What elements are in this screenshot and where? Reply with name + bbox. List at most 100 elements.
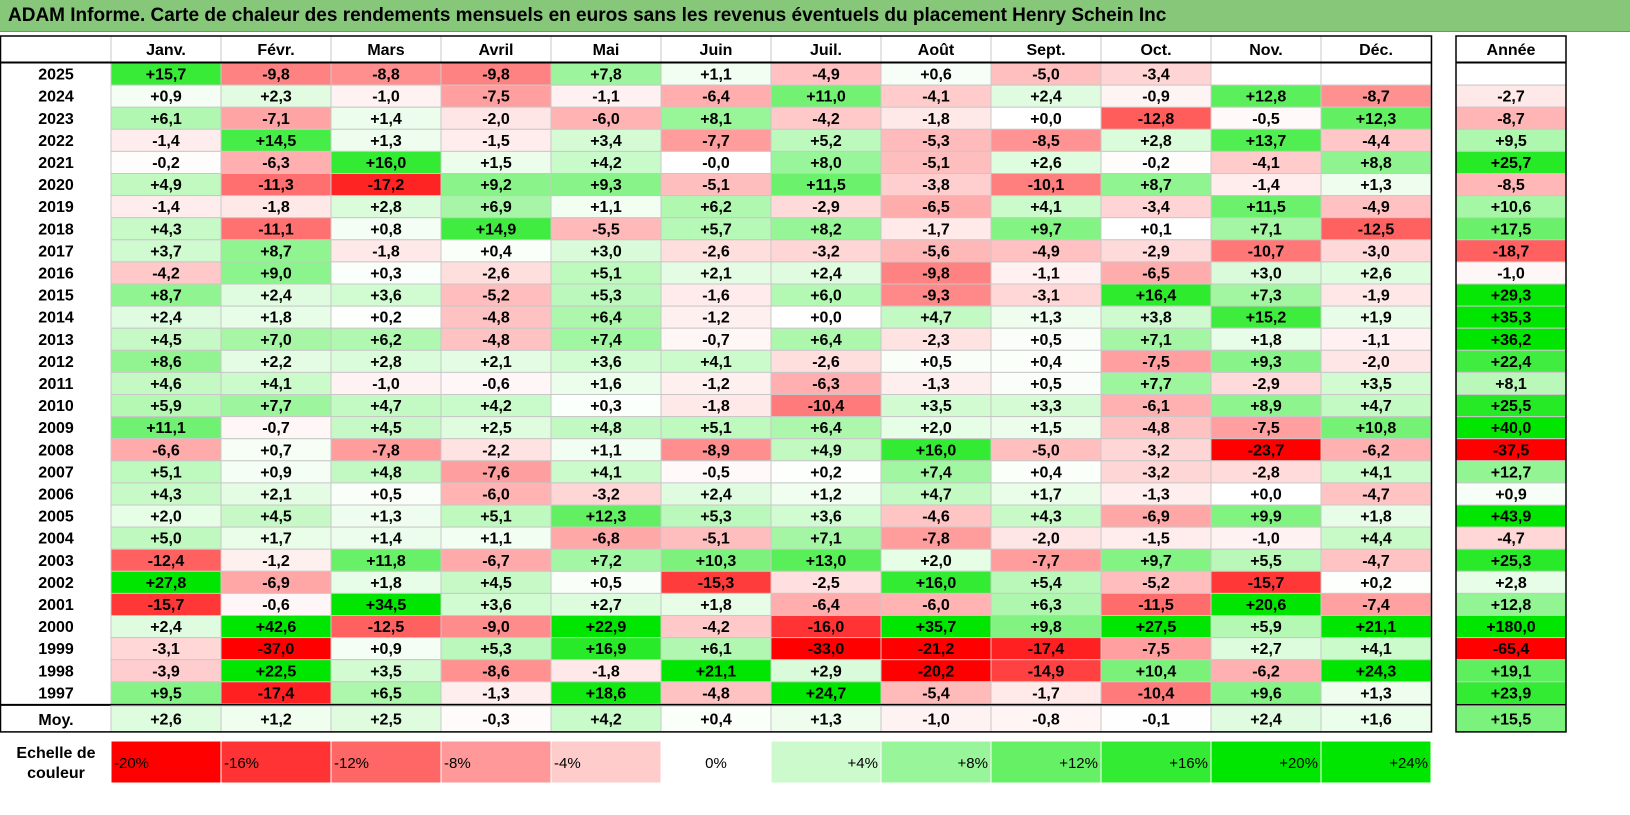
heatmap-cell-label: -6,8 — [592, 531, 620, 548]
heatmap-cell-label: -1,2 — [262, 553, 290, 570]
heatmap-cell-label: +2,1 — [480, 354, 512, 371]
heatmap-cell-label: +0,9 — [150, 89, 182, 106]
annual-cell-label: +25,5 — [1491, 398, 1532, 415]
heatmap-cell-label: -5,6 — [922, 243, 950, 260]
heatmap-cell-label: -17,4 — [1028, 641, 1065, 658]
heatmap-cell-label: +15,7 — [146, 67, 187, 84]
row-year-label: 2019 — [38, 199, 74, 216]
heatmap-cell-label: +5,1 — [700, 420, 732, 437]
heatmap-cell-label: -7,5 — [482, 89, 510, 106]
average-cell — [1100, 705, 1212, 733]
annual-cell-label: +2,8 — [1495, 575, 1527, 592]
average-cell — [1210, 705, 1322, 733]
heatmap-cell-label: -12,5 — [1358, 221, 1395, 238]
heatmap-cell-label: -0,5 — [702, 464, 730, 481]
heatmap-cell-label: -3,2 — [592, 486, 620, 503]
heatmap-cell-label: -10,1 — [1028, 177, 1065, 194]
heatmap-cell-label: +24,3 — [1356, 663, 1397, 680]
heatmap-cell-label: +3,8 — [1140, 310, 1172, 327]
heatmap-cell-label: +16,0 — [366, 155, 407, 172]
heatmap-cell-label: -6,3 — [262, 155, 290, 172]
heatmap-cell-label: -14,9 — [1028, 663, 1065, 680]
heatmap-cell-label: -7,5 — [1252, 420, 1280, 437]
heatmap-cell-label: -12,8 — [1138, 111, 1175, 128]
heatmap-cell-label: +2,5 — [480, 420, 512, 437]
heatmap-cell-label: -6,9 — [1142, 509, 1170, 526]
heatmap-cell-label: +11,0 — [806, 89, 846, 106]
heatmap-cell-label: +16,4 — [1136, 288, 1177, 305]
heatmap-cell-label: -1,8 — [262, 199, 290, 216]
annual-cell-label: +40,0 — [1491, 420, 1532, 437]
heatmap-cell-label: +5,2 — [810, 133, 842, 150]
heatmap-cell-label: -6,1 — [1142, 398, 1170, 415]
heatmap-cell-label: -4,2 — [152, 265, 180, 282]
heatmap-cell-label: -12,5 — [368, 619, 405, 636]
heatmap-cell-label: +9,8 — [1030, 619, 1062, 636]
heatmap-cell-label: -5,1 — [702, 177, 730, 194]
heatmap-cell-label: -1,2 — [702, 310, 730, 327]
heatmap-cell-label: +7,3 — [1250, 288, 1282, 305]
heatmap-cell-label: -2,2 — [482, 442, 510, 459]
row-year-label: 2012 — [38, 354, 74, 371]
heatmap-cell-label: -1,4 — [152, 199, 180, 216]
heatmap-cell-label: -1,0 — [1252, 531, 1280, 548]
heatmap-cell-label: -1,4 — [1252, 177, 1280, 194]
heatmap-cell-label: +2,6 — [1360, 265, 1392, 282]
heatmap-cell-label: -9,8 — [262, 67, 290, 84]
heatmap-cell-label: +15,2 — [1246, 310, 1287, 327]
heatmap-cell-label: +6,1 — [700, 641, 732, 658]
heatmap-cell-label: -9,0 — [482, 619, 510, 636]
heatmap-cell-label: -7,7 — [1032, 553, 1060, 570]
row-year-label: 2018 — [38, 221, 74, 238]
heatmap-cell-label: -0,9 — [1142, 89, 1170, 106]
heatmap-cell-label: +5,3 — [590, 288, 622, 305]
column-header: Juin — [700, 42, 733, 59]
annual-cell-label: +23,9 — [1491, 685, 1532, 702]
row-year-label: 2002 — [38, 575, 74, 592]
heatmap-cell-label: +2,9 — [810, 663, 842, 680]
heatmap-cell-label: -2,0 — [1032, 531, 1060, 548]
row-year-label: 2003 — [38, 553, 74, 570]
heatmap-cell-label: +1,8 — [370, 575, 402, 592]
annual-cell-label: -37,5 — [1493, 442, 1530, 459]
heatmap-cell-label: +8,0 — [810, 155, 842, 172]
heatmap-cell-label: +1,1 — [590, 442, 622, 459]
heatmap-cell-label: +16,0 — [916, 575, 957, 592]
heatmap-cell-label: -1,8 — [702, 398, 730, 415]
heatmap-cell-label: +12,3 — [586, 509, 627, 526]
scale-swatch — [330, 740, 442, 784]
heatmap-cell-label: -9,8 — [922, 265, 950, 282]
heatmap-cell-label: +4,8 — [370, 464, 402, 481]
heatmap-cell-label: +10,4 — [1136, 663, 1177, 680]
heatmap-cell-label: +1,3 — [370, 133, 402, 150]
annual-cell-label: +12,7 — [1491, 464, 1532, 481]
heatmap-cell-label: +4,3 — [1030, 509, 1062, 526]
average-cell-label: -0,8 — [1032, 711, 1060, 728]
heatmap-cell-label: +21,1 — [1356, 619, 1397, 636]
heatmap-cell-label: +2,7 — [1250, 641, 1282, 658]
scale-swatch — [880, 740, 992, 784]
heatmap-cell-label: -6,4 — [812, 597, 840, 614]
average-cell — [440, 705, 552, 733]
heatmap-cell-label: +5,1 — [480, 509, 512, 526]
heatmap-cell-label: -5,3 — [922, 133, 950, 150]
heatmap-cell-label: -4,8 — [482, 310, 510, 327]
row-year-label: 2015 — [38, 288, 74, 305]
heatmap-cell-label: +0,9 — [370, 641, 402, 658]
heatmap-cell-label: +3,6 — [590, 354, 622, 371]
row-year-label: 2008 — [38, 442, 74, 459]
heatmap-cell-label: +1,4 — [370, 111, 402, 128]
average-cell-label: +2,5 — [370, 711, 402, 728]
heatmap-cell-label: -1,3 — [482, 685, 510, 702]
heatmap-cell-label: -10,4 — [1138, 685, 1175, 702]
heatmap-cell-label: -1,0 — [372, 376, 400, 393]
heatmap-cell-label: -0,2 — [152, 155, 180, 172]
heatmap-cell-label: +8,8 — [1360, 155, 1392, 172]
heatmap-cell-label: -1,3 — [1142, 486, 1170, 503]
heatmap-cell-label: +0,2 — [1360, 575, 1392, 592]
heatmap-cell-label: +27,5 — [1136, 619, 1177, 636]
scale-swatch — [1210, 740, 1322, 784]
heatmap-cell-label: -1,8 — [922, 111, 950, 128]
heatmap-cell-label: +8,2 — [810, 221, 842, 238]
column-header-cell — [770, 35, 882, 64]
